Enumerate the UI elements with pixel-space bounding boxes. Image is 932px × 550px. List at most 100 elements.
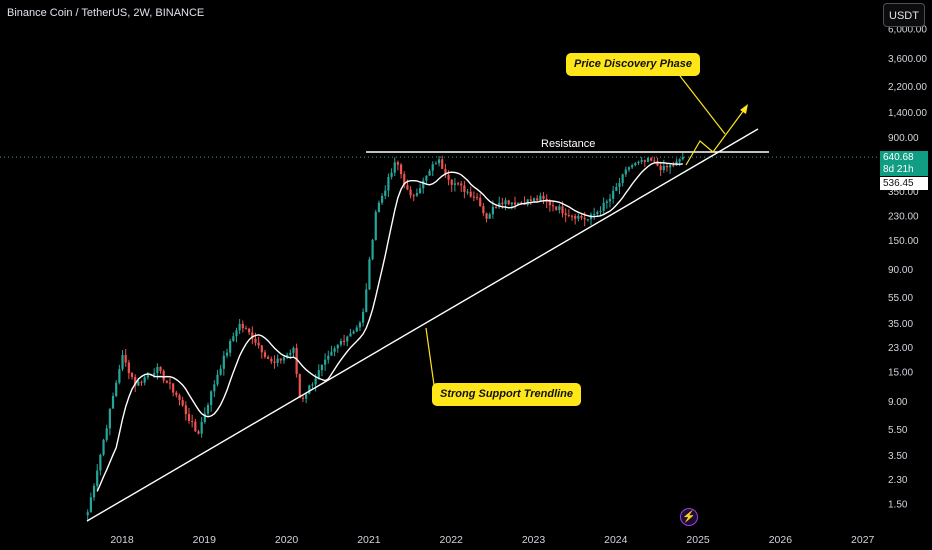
- y-tick-label: 230.00: [888, 211, 919, 222]
- candle-body: [615, 186, 618, 191]
- candle-body: [517, 202, 520, 205]
- candle-body: [184, 405, 187, 415]
- candle-body: [656, 161, 659, 166]
- y-tick-label: 5.50: [888, 425, 908, 436]
- candle-body: [621, 174, 624, 184]
- candle-body: [267, 356, 270, 359]
- candle-body: [583, 217, 586, 220]
- candle-body: [127, 362, 130, 374]
- candle-body: [425, 175, 428, 181]
- candle-body: [121, 354, 124, 370]
- candle-body: [115, 382, 118, 397]
- x-tick-label: 2026: [769, 534, 793, 546]
- candle-body: [320, 364, 324, 371]
- candle-body: [273, 361, 276, 363]
- candle-body: [558, 206, 561, 210]
- candle-body: [577, 215, 580, 219]
- lightning-icon[interactable]: ⚡: [680, 508, 698, 526]
- candle-body: [669, 165, 672, 168]
- candle-body: [399, 164, 403, 175]
- candle-body: [374, 211, 377, 240]
- candle-body: [276, 358, 279, 363]
- candle-body: [168, 382, 172, 384]
- candle-body: [213, 384, 216, 392]
- candle-body: [586, 219, 589, 221]
- candle-body: [650, 158, 653, 161]
- callout-pointer-top: [679, 75, 726, 135]
- candle-body: [431, 164, 434, 171]
- x-tick-label: 2022: [440, 534, 464, 546]
- candle-body: [314, 378, 317, 385]
- candle-body: [333, 348, 336, 352]
- candle-body: [327, 355, 330, 360]
- candle-body: [191, 420, 194, 422]
- candle-body: [456, 183, 460, 185]
- candle-body: [89, 497, 92, 513]
- candle-body: [99, 454, 102, 471]
- candle-body: [447, 174, 450, 180]
- candle-body: [406, 185, 409, 190]
- x-tick-label: 2025: [686, 534, 710, 546]
- candle-body: [181, 400, 184, 406]
- candle-body: [510, 202, 513, 205]
- candle-body: [539, 195, 542, 201]
- candle-body: [210, 391, 213, 406]
- candle-body: [561, 206, 564, 214]
- candle-body: [175, 392, 178, 396]
- y-tick-label: 2,200.00: [888, 82, 927, 93]
- candle-body: [156, 366, 159, 374]
- candle-body: [418, 188, 422, 194]
- candle-body: [612, 190, 615, 199]
- candle-body: [143, 377, 146, 383]
- candle-body: [279, 358, 282, 361]
- last-price-tag: 640.68: [880, 151, 928, 164]
- candle-body: [343, 340, 346, 342]
- candle-body: [428, 170, 431, 176]
- candle-body: [659, 165, 662, 170]
- candle-body: [542, 195, 545, 199]
- candle-body: [631, 165, 634, 168]
- candle-body: [678, 159, 681, 162]
- candle-body: [361, 311, 365, 323]
- candle-body: [608, 198, 612, 202]
- time-axis[interactable]: 2018 2019 2020 2021 2022 2023 2024 2025 2026 2027: [110, 534, 874, 546]
- candle-body: [105, 428, 108, 440]
- candle-body: [472, 196, 475, 198]
- candle-body: [232, 336, 235, 341]
- x-tick-label: 2021: [357, 534, 381, 546]
- candle-body: [203, 413, 206, 422]
- candle-body: [415, 193, 419, 196]
- candle-body: [270, 358, 273, 362]
- candle-body: [194, 421, 197, 432]
- candle-body: [146, 375, 149, 378]
- candle-body: [637, 161, 640, 164]
- candle-body: [390, 172, 393, 177]
- candle-body: [229, 340, 232, 353]
- candle-body: [248, 328, 251, 333]
- candle-body: [564, 213, 567, 216]
- candle-body: [92, 485, 96, 498]
- candle-body: [130, 373, 134, 378]
- y-tick-label: 900.00: [888, 133, 919, 144]
- candle-body: [263, 352, 267, 357]
- candle-body: [580, 215, 583, 218]
- candle-body: [257, 342, 260, 346]
- y-tick-label: 2.30: [888, 475, 908, 486]
- y-tick-label: 1.50: [888, 500, 908, 511]
- candle-body: [368, 259, 371, 290]
- candle-body: [282, 357, 286, 361]
- candle-body: [254, 338, 257, 343]
- candle-body: [336, 344, 339, 349]
- candle-body: [450, 179, 453, 185]
- candle-body: [295, 347, 298, 375]
- currency-button[interactable]: USDT: [883, 3, 925, 27]
- price-axis[interactable]: 1.50 2.30 3.50 5.50 9.00 15.00 23.00 35.00 55.00…: [888, 25, 927, 511]
- y-tick-label: 1,400.00: [888, 108, 927, 119]
- candle-body: [460, 183, 463, 186]
- support-trendline-callout: Strong Support Trendline: [432, 383, 582, 406]
- y-tick-label: 90.00: [888, 265, 913, 276]
- candle-body: [365, 289, 368, 312]
- candle-body: [444, 168, 447, 175]
- candle-body: [159, 366, 162, 371]
